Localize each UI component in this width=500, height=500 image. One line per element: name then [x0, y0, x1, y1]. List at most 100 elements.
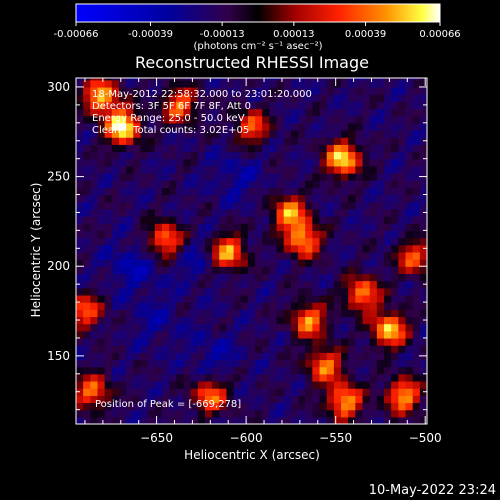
- heatmap-cell: [333, 345, 342, 353]
- heatmap-cell: [283, 216, 292, 224]
- heatmap-cell: [154, 388, 163, 396]
- heatmap-cell: [76, 259, 84, 267]
- heatmap-cell: [319, 115, 328, 124]
- heatmap-cell: [169, 416, 177, 424]
- heatmap-cell: [212, 294, 220, 303]
- heatmap-cell: [204, 108, 213, 117]
- heatmap-cell: [326, 129, 335, 138]
- heatmap-cell: [212, 280, 220, 289]
- heatmap-cell: [161, 359, 170, 368]
- heatmap-cell: [161, 223, 170, 231]
- heatmap-cell: [305, 94, 313, 102]
- heatmap-cell: [391, 122, 399, 131]
- heatmap-cell: [161, 216, 170, 224]
- heatmap-cell: [398, 122, 407, 131]
- heatmap-cell: [204, 316, 213, 325]
- heatmap-cell: [341, 409, 349, 418]
- heatmap-cell: [183, 380, 192, 389]
- heatmap-cell: [76, 251, 84, 260]
- heatmap-cell: [83, 216, 91, 224]
- heatmap-cell: [204, 323, 213, 332]
- heatmap-cell: [283, 302, 292, 310]
- heatmap-cell: [204, 137, 213, 145]
- heatmap-cell: [97, 122, 106, 131]
- heatmap-cell: [276, 216, 285, 224]
- heatmap-cell: [147, 345, 156, 353]
- heatmap-cell: [405, 409, 414, 418]
- heatmap-cell: [255, 388, 263, 396]
- heatmap-cell: [126, 373, 134, 382]
- heatmap-cell: [219, 173, 228, 181]
- heatmap-cell: [405, 359, 414, 368]
- heatmap-cell: [161, 273, 170, 282]
- heatmap-cell: [398, 287, 407, 296]
- heatmap-cell: [355, 251, 364, 260]
- heatmap-cell: [140, 294, 149, 303]
- heatmap-cell: [333, 388, 342, 396]
- heatmap-cell: [376, 251, 385, 260]
- heatmap-cell: [140, 259, 149, 267]
- heatmap-cell: [312, 380, 321, 389]
- heatmap-cell: [190, 323, 199, 332]
- heatmap-cell: [305, 173, 313, 181]
- heatmap-cell: [154, 173, 163, 181]
- heatmap-cell: [262, 251, 270, 260]
- heatmap-cell: [262, 201, 270, 210]
- heatmap-cell: [226, 251, 235, 260]
- heatmap-cell: [384, 309, 392, 318]
- heatmap-cell: [76, 187, 84, 196]
- heatmap-cell: [240, 78, 249, 81]
- heatmap-cell: [111, 409, 120, 418]
- heatmap-cell: [298, 359, 306, 368]
- heatmap-cell: [419, 86, 427, 95]
- heatmap-cell: [276, 402, 285, 411]
- heatmap-cell: [298, 94, 306, 102]
- heatmap-cell: [76, 323, 84, 332]
- heatmap-cell: [326, 388, 335, 396]
- heatmap-cell: [348, 78, 356, 81]
- heatmap-cell: [204, 194, 213, 203]
- heatmap-cell: [90, 194, 99, 203]
- heatmap-cell: [226, 180, 235, 188]
- heatmap-cell: [111, 194, 120, 203]
- heatmap-cell: [326, 373, 335, 382]
- heatmap-cell: [348, 237, 356, 246]
- heatmap-cell: [126, 251, 134, 260]
- heatmap-cell: [419, 323, 427, 332]
- heatmap-cell: [161, 380, 170, 389]
- heatmap-cell: [90, 244, 99, 253]
- heatmap-cell: [219, 180, 228, 188]
- heatmap-cell: [219, 345, 228, 353]
- heatmap-cell: [147, 223, 156, 231]
- heatmap-cell: [197, 201, 206, 210]
- heatmap-cell: [133, 201, 142, 210]
- heatmap-cell: [247, 165, 256, 174]
- heatmap-cell: [169, 79, 177, 88]
- heatmap-cell: [183, 187, 192, 196]
- heatmap-cell: [226, 137, 235, 145]
- heatmap-cell: [333, 78, 342, 81]
- heatmap-cell: [104, 337, 113, 346]
- heatmap-cell: [140, 237, 149, 246]
- heatmap-cell: [190, 201, 199, 210]
- heatmap-cell: [133, 352, 142, 361]
- heatmap-cell: [269, 244, 278, 253]
- heatmap-cell: [391, 79, 399, 88]
- heatmap-cell: [90, 409, 99, 418]
- heatmap-cell: [212, 122, 220, 131]
- heatmap-cell: [376, 137, 385, 145]
- heatmap-cell: [319, 251, 328, 260]
- heatmap-cell: [212, 244, 220, 253]
- heatmap-cell: [355, 259, 364, 267]
- heatmap-cell: [412, 108, 421, 117]
- heatmap-cell: [154, 402, 163, 411]
- heatmap-cell: [412, 359, 421, 368]
- heatmap-cell: [126, 158, 134, 167]
- heatmap-cell: [176, 352, 185, 361]
- heatmap-cell: [176, 151, 185, 160]
- heatmap-cell: [212, 129, 220, 138]
- heatmap-cell: [341, 316, 349, 325]
- heatmap-cell: [333, 244, 342, 253]
- heatmap-cell: [133, 108, 142, 117]
- heatmap-cell: [240, 402, 249, 411]
